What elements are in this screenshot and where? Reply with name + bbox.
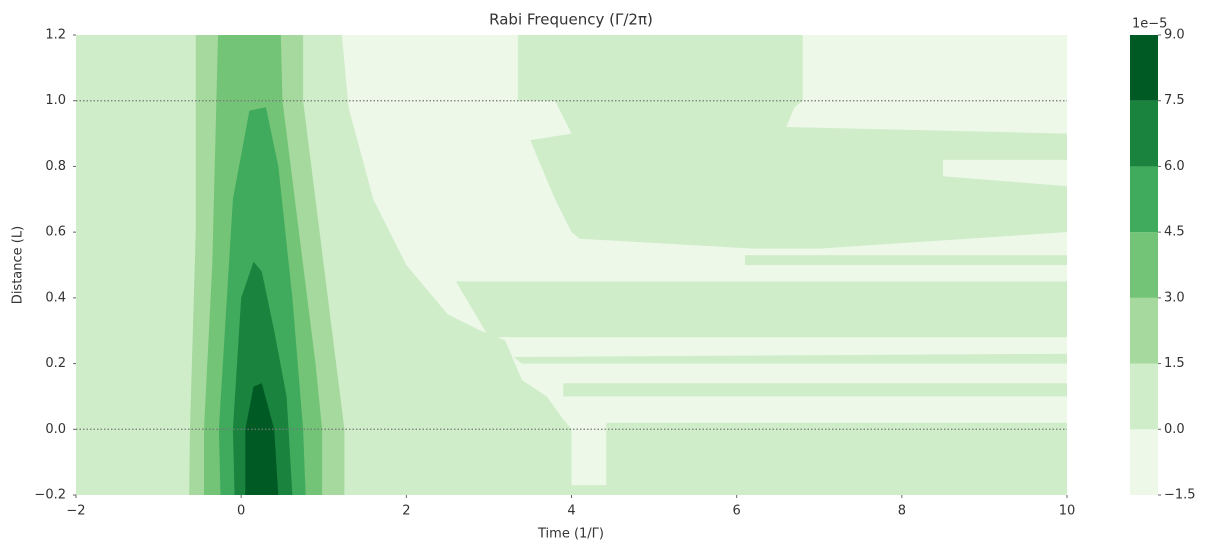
colorbar-tick-label: −1.5 (1164, 488, 1196, 503)
x-tick-label: 4 (567, 504, 575, 519)
y-axis-label: Distance (L) (11, 226, 26, 304)
x-axis-label: Time (1/Γ) (537, 527, 604, 542)
chart-title: Rabi Frequency (Γ/2π) (489, 11, 653, 29)
y-tick-label: 1.0 (45, 93, 66, 108)
x-tick-label: 0 (237, 504, 245, 519)
y-tick-label: 0.6 (45, 225, 66, 240)
x-tick-label: 2 (402, 504, 410, 519)
y-tick-label: 1.2 (45, 28, 66, 43)
contour-region (455, 281, 1068, 338)
x-tick-label: 6 (733, 504, 741, 519)
colorbar-tick-label: 1.5 (1164, 356, 1185, 371)
colorbar-band (1130, 100, 1158, 167)
x-tick-label: 8 (898, 504, 906, 519)
colorbar-band (1130, 429, 1158, 495)
colorbar-tick-label: 4.5 (1164, 225, 1185, 240)
colorbar-band (1130, 166, 1158, 233)
contour-region (245, 383, 279, 495)
colorbar-tick-label: 3.0 (1164, 290, 1185, 305)
colorbar-band (1130, 297, 1158, 364)
y-tick-label: 0.4 (45, 290, 66, 305)
contour-region (513, 353, 1067, 364)
y-tick-label: 0.0 (45, 422, 66, 437)
y-tick-label: 0.8 (45, 159, 66, 174)
colorbar-band (1130, 35, 1158, 101)
colorbar-offset: 1e−5 (1132, 17, 1167, 32)
colorbar-tick-label: 6.0 (1164, 159, 1185, 174)
colorbar-tick-label: 7.5 (1164, 93, 1185, 108)
x-tick-label: −2 (66, 504, 85, 519)
y-tick-label: −0.2 (34, 488, 66, 503)
colorbar-band (1130, 232, 1158, 298)
colorbar-tick-label: 0.0 (1164, 422, 1185, 437)
y-tick-label: 0.2 (45, 356, 66, 371)
contour-region (563, 383, 1067, 397)
colorbar-band (1130, 363, 1158, 430)
x-tick-label: 10 (1059, 504, 1076, 519)
contour-region (744, 255, 1067, 265)
contour-region (517, 35, 1067, 249)
colorbar-tick-label: 9.0 (1164, 28, 1185, 43)
